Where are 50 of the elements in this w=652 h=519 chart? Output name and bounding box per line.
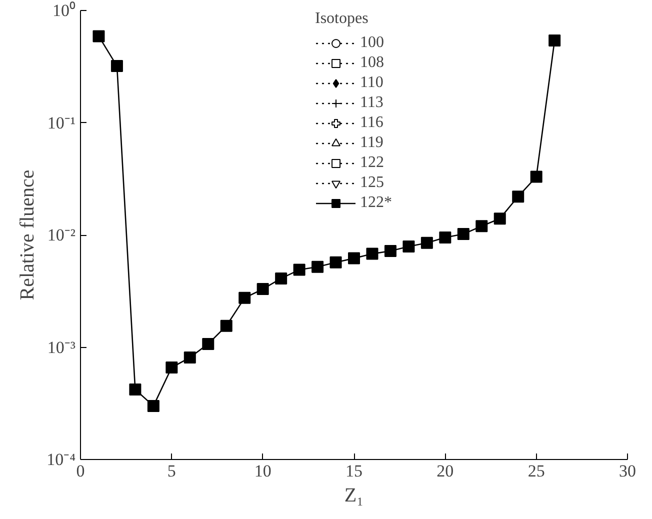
legend-label: 108: [360, 54, 384, 72]
point: [184, 352, 196, 364]
point: [312, 260, 324, 273]
legend-title: Isotopes: [315, 10, 370, 28]
point: [293, 264, 306, 276]
point: [494, 212, 506, 225]
legend-label: 122*: [360, 194, 392, 212]
legend-label: 122: [360, 154, 384, 172]
point: [256, 283, 269, 296]
x-tick-label: 20: [436, 462, 454, 480]
legend-label: 119: [360, 134, 384, 152]
point: [512, 190, 524, 203]
point: [476, 220, 488, 232]
point: [457, 228, 470, 240]
y-tick-label: 10⁻³: [47, 338, 76, 357]
x-tick-label: 5: [167, 462, 176, 480]
point: [110, 60, 123, 72]
point: [220, 320, 232, 332]
point: [238, 292, 251, 304]
point: [166, 362, 178, 374]
point: [420, 236, 433, 249]
point: [548, 34, 561, 47]
point: [202, 338, 214, 350]
x-tick-label: 10: [254, 462, 272, 480]
point: [366, 248, 378, 260]
x-tick-label: 25: [528, 462, 545, 480]
x-tick-label: 0: [76, 462, 85, 480]
point: [129, 384, 142, 396]
legend-label: 110: [360, 74, 384, 92]
point: [402, 240, 415, 252]
point: [275, 272, 288, 284]
y-axis-title: Relative fluence: [16, 170, 39, 300]
point: [330, 256, 342, 268]
point: [439, 232, 452, 244]
point: [384, 245, 396, 258]
y-tick-label: 10⁻¹: [47, 113, 76, 132]
x-tick-label: 30: [619, 462, 636, 480]
y-tick-label: 10⁻²: [47, 226, 76, 244]
legend-label: 113: [360, 94, 384, 112]
x-axis-title: Z₁: [344, 484, 364, 506]
legend-label: 100: [360, 34, 384, 52]
x-tick-label: 15: [346, 462, 362, 480]
y-tick-label: 10⁻⁴: [46, 450, 76, 469]
y-tick-label: 10⁰: [52, 1, 76, 20]
legend-label: 125: [360, 174, 384, 192]
point: [348, 252, 360, 264]
point: [147, 400, 160, 412]
point: [92, 30, 105, 42]
point: [530, 170, 542, 183]
legend-label: 116: [360, 114, 384, 132]
